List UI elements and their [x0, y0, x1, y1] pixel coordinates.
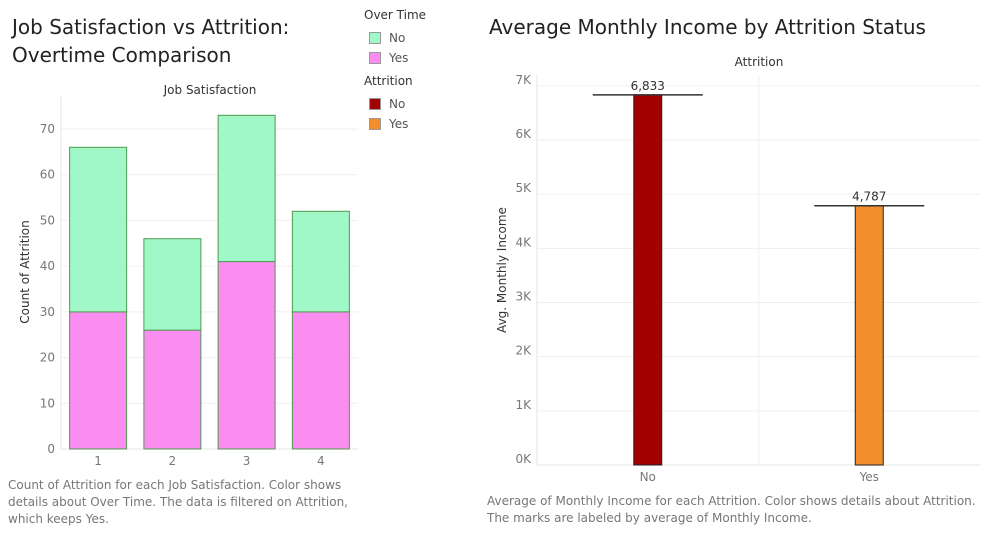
overtime-legend: Over Time No Yes	[364, 8, 474, 68]
right-bar-no	[633, 94, 663, 466]
left-x-tick-label: 1	[94, 454, 102, 468]
attrition-legend-title: Attrition	[364, 74, 413, 88]
left-x-tick-label: 3	[243, 454, 251, 468]
attrition-no-swatch	[369, 98, 381, 110]
right-header: Attrition	[735, 55, 784, 69]
attrition-legend-item-no[interactable]: No	[364, 94, 474, 114]
attrition-no-label: No	[389, 97, 406, 111]
left-y-tick-label: 60	[40, 168, 55, 182]
left-bar-1-overtime-yes	[69, 311, 128, 450]
overtime-yes-label: Yes	[389, 51, 409, 65]
left-y-tick-label: 20	[40, 351, 55, 365]
left-y-tick-label: 0	[47, 442, 55, 456]
left-header: Job Satisfaction	[163, 83, 257, 97]
left-y-tick-label: 70	[40, 122, 55, 136]
right-y-axis-title: Avg. Monthly Income	[495, 207, 509, 333]
right-y-tick-label: 5K	[515, 181, 532, 195]
right-y-tick-label: 6K	[515, 127, 532, 141]
right-chart-title: Average Monthly Income by Attrition Stat…	[489, 15, 926, 39]
attrition-yes-swatch	[369, 118, 381, 130]
legend: Over Time No Yes Attrition No Yes	[364, 8, 474, 140]
left-bar-2-overtime-yes	[143, 329, 202, 450]
overtime-legend-item-no[interactable]: No	[364, 28, 474, 48]
left-chart-title: Job Satisfaction vs Attrition: Overtime …	[12, 15, 290, 67]
right-chart-caption: Average of Monthly Income for each Attri…	[487, 494, 976, 525]
left-y-tick-label: 40	[40, 259, 55, 273]
left-bar-4-overtime-yes	[291, 311, 350, 450]
right-x-tick-label: No	[640, 470, 656, 484]
left-y-tick-label: 30	[40, 305, 55, 319]
left-bar-4-overtime-no	[291, 210, 350, 313]
left-bar-3-overtime-no	[217, 114, 276, 263]
right-y-tick-label: 1K	[515, 398, 532, 412]
left-y-tick-label: 50	[40, 213, 55, 227]
left-bar-2-overtime-no	[143, 238, 202, 331]
overtime-no-swatch	[369, 32, 381, 44]
left-y-tick-label: 10	[40, 396, 55, 410]
right-x-tick-label: Yes	[859, 470, 879, 484]
overtime-legend-item-yes[interactable]: Yes	[364, 48, 474, 68]
left-bar-1-overtime-no	[69, 146, 128, 313]
overtime-yes-swatch	[369, 52, 381, 64]
right-y-tick-label: 2K	[515, 344, 532, 358]
right-y-tick-label: 4K	[515, 235, 532, 249]
left-chart-caption: Count of Attrition for each Job Satisfac…	[8, 478, 348, 526]
attrition-legend: Attrition No Yes	[364, 74, 474, 134]
left-y-axis-title: Count of Attrition	[18, 220, 32, 324]
overtime-no-label: No	[389, 31, 406, 45]
overtime-legend-title: Over Time	[364, 8, 427, 22]
right-y-tick-label: 0K	[515, 452, 532, 466]
right-data-label-yes: 4,787	[852, 190, 886, 204]
right-y-tick-label: 7K	[515, 73, 532, 87]
attrition-yes-label: Yes	[389, 117, 409, 131]
left-x-tick-label: 2	[169, 454, 177, 468]
right-y-tick-label: 3K	[515, 290, 532, 304]
attrition-legend-item-yes[interactable]: Yes	[364, 114, 474, 134]
right-bar-yes	[854, 205, 884, 466]
left-bar-3-overtime-yes	[217, 261, 276, 450]
left-x-tick-label: 4	[317, 454, 325, 468]
right-data-label-no: 6,833	[631, 79, 665, 93]
